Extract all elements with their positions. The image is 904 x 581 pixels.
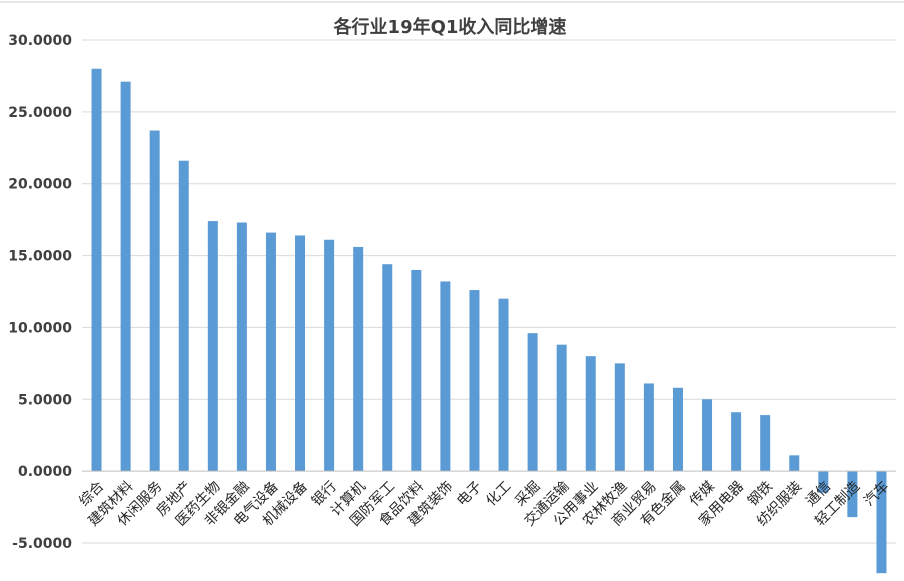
bar-23 [760, 415, 771, 472]
bar-21 [702, 399, 713, 472]
bar-7 [295, 235, 306, 472]
gridlines [82, 39, 896, 544]
y-tick-label: 30.0000 [8, 33, 72, 49]
y-tick-label: 0.0000 [18, 464, 72, 480]
y-tick-label: 20.0000 [8, 177, 72, 193]
x-tick-label: 化工 [483, 479, 514, 510]
bar-1 [120, 81, 131, 472]
y-axis-ticks: 30.0000 25.0000 20.0000 15.0000 10.0000 5.000… [8, 33, 72, 552]
y-tick-label: 15.0000 [8, 249, 72, 265]
bar-10 [382, 264, 393, 472]
bar-25 [818, 471, 829, 493]
x-tick-label: 电子 [454, 479, 485, 510]
bar-18 [614, 363, 625, 472]
bar-6 [265, 232, 276, 472]
bar-11 [411, 269, 422, 472]
x-tick-label: 汽车 [860, 478, 892, 510]
bar-20 [672, 387, 683, 472]
bar-8 [324, 239, 335, 472]
bar-19 [643, 383, 654, 472]
bar-3 [178, 160, 189, 472]
bar-27 [876, 471, 887, 574]
bar-4 [207, 221, 218, 472]
x-axis-labels: 综合建筑材料休闲服务房地产医药生物非银金融电气设备机械设备银行计算机国防军工食品… [76, 478, 892, 530]
bar-22 [731, 412, 742, 472]
bar-0 [91, 68, 102, 472]
bars [91, 68, 887, 574]
bar-2 [149, 130, 160, 472]
y-tick-label: 10.0000 [8, 320, 72, 336]
y-tick-label: 25.0000 [8, 105, 72, 121]
y-tick-label: -5.0000 [12, 536, 72, 552]
chart-title: 各行业19年Q1收入同比增速 [333, 16, 567, 38]
bar-16 [556, 344, 567, 472]
bar-26 [847, 471, 858, 518]
bar-13 [469, 290, 480, 472]
bar-15 [527, 333, 538, 472]
bar-12 [440, 281, 451, 472]
bar-17 [585, 356, 596, 472]
bar-5 [236, 222, 247, 472]
bar-24 [789, 455, 800, 472]
bar-9 [353, 246, 364, 472]
y-tick-label: 5.0000 [18, 392, 72, 408]
bar-14 [498, 298, 509, 472]
